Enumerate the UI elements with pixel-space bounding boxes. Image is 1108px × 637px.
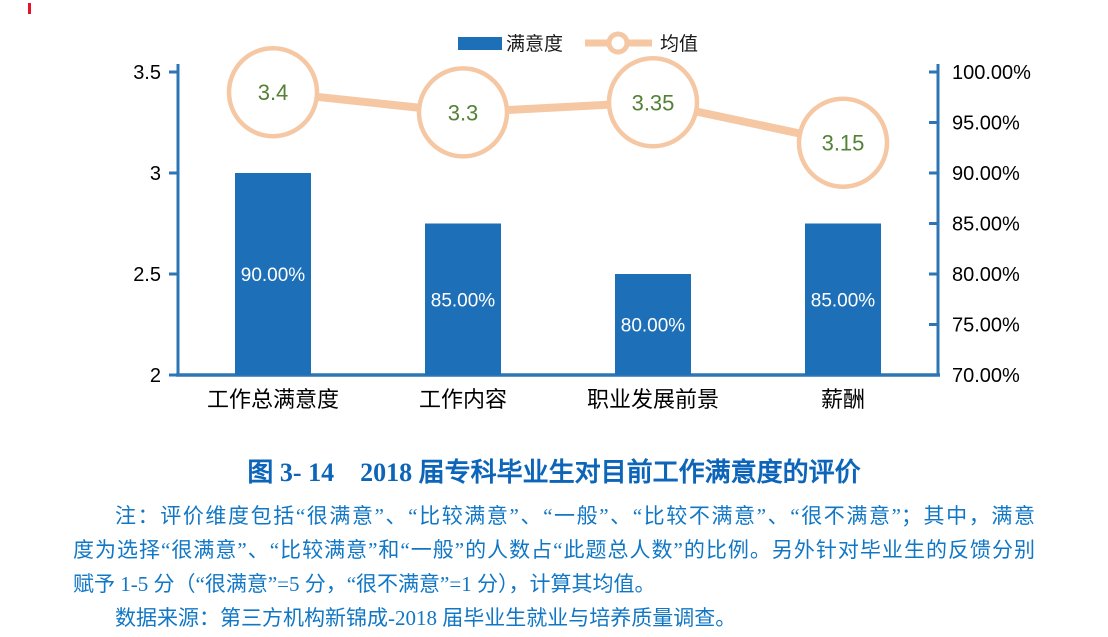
mean-marker-3 xyxy=(796,96,890,189)
right-axis-tick-label: 80.00% xyxy=(952,264,1020,286)
legend-label-bar: 满意度 xyxy=(506,33,563,55)
mean-value-label: 3.4 xyxy=(258,80,289,105)
left-axis-tick-label: 3 xyxy=(150,163,161,185)
bar-0 xyxy=(235,173,311,375)
chart-canvas: 3.5 3 2.5 2 100.00% 95.00% 90.00% 85.00% 80.00% 7… xyxy=(133,31,1031,412)
red-cursor-mark xyxy=(28,3,31,14)
legend-circle-marker xyxy=(606,31,630,55)
figure-caption: 图 3- 14 2018 届专科毕业生对目前工作满意度的评价 xyxy=(247,458,861,487)
mean-marker-0 xyxy=(226,45,320,139)
bar-value-label: 90.00% xyxy=(241,265,306,286)
figure-notes: 注：评价维度包括“很满意”、“比较满意”、“一般”、“比较不满意”、“很不满意”… xyxy=(73,499,1035,635)
note-line: 注：评价维度包括“很满意”、“比较满意”、“一般”、“比较不满意”、“很不满意”… xyxy=(115,504,1035,528)
bar-value-label: 85.00% xyxy=(811,290,876,311)
category-label: 工作内容 xyxy=(419,387,507,412)
left-axis-tick-label: 2.5 xyxy=(133,264,161,286)
legend-bar-swatch xyxy=(458,37,502,50)
category-label: 薪酬 xyxy=(821,387,865,412)
right-axis-tick-label: 90.00% xyxy=(952,163,1020,185)
mean-marker-1 xyxy=(416,66,510,159)
right-axis-tick-label: 95.00% xyxy=(952,113,1020,135)
legend-label-line: 均值 xyxy=(660,33,698,55)
right-axis-tick-label: 100.00% xyxy=(952,62,1031,84)
bar-value-label: 85.00% xyxy=(431,290,496,311)
bar-2 xyxy=(615,274,691,375)
mean-value-label: 3.3 xyxy=(448,100,479,125)
category-label: 职业发展前景 xyxy=(587,387,719,412)
note-line: 数据来源：第三方机构新锦成-2018 届毕业生就业与培养质量调查。 xyxy=(115,606,737,630)
right-axis-tick-label: 85.00% xyxy=(952,214,1020,236)
right-axis-tick-label: 70.00% xyxy=(952,365,1020,387)
left-axis-tick-label: 2 xyxy=(150,365,161,387)
satisfaction-chart: 3.5 3 2.5 2 100.00% 95.00% 90.00% 85.00% 80.00% 7… xyxy=(133,31,1031,412)
mean-value-label: 3.15 xyxy=(822,131,865,156)
mean-value-label: 3.35 xyxy=(632,90,675,115)
right-axis-tick-label: 75.00% xyxy=(952,315,1020,337)
left-axis-tick-label: 3.5 xyxy=(133,62,161,84)
note-line: 度为选择“很满意”、“比较满意”和“一般”的人数占“此题总人数”的比例。另外针对… xyxy=(73,538,1035,562)
bar-1 xyxy=(425,223,501,375)
mean-marker-2 xyxy=(606,56,700,149)
note-line: 赋予 1-5 分（“很满意”=5 分，“很不满意”=1 分），计算其均值。 xyxy=(73,572,656,596)
bar-value-label: 80.00% xyxy=(621,316,686,337)
bar-3 xyxy=(805,223,881,375)
category-label: 工作总满意度 xyxy=(207,387,339,412)
